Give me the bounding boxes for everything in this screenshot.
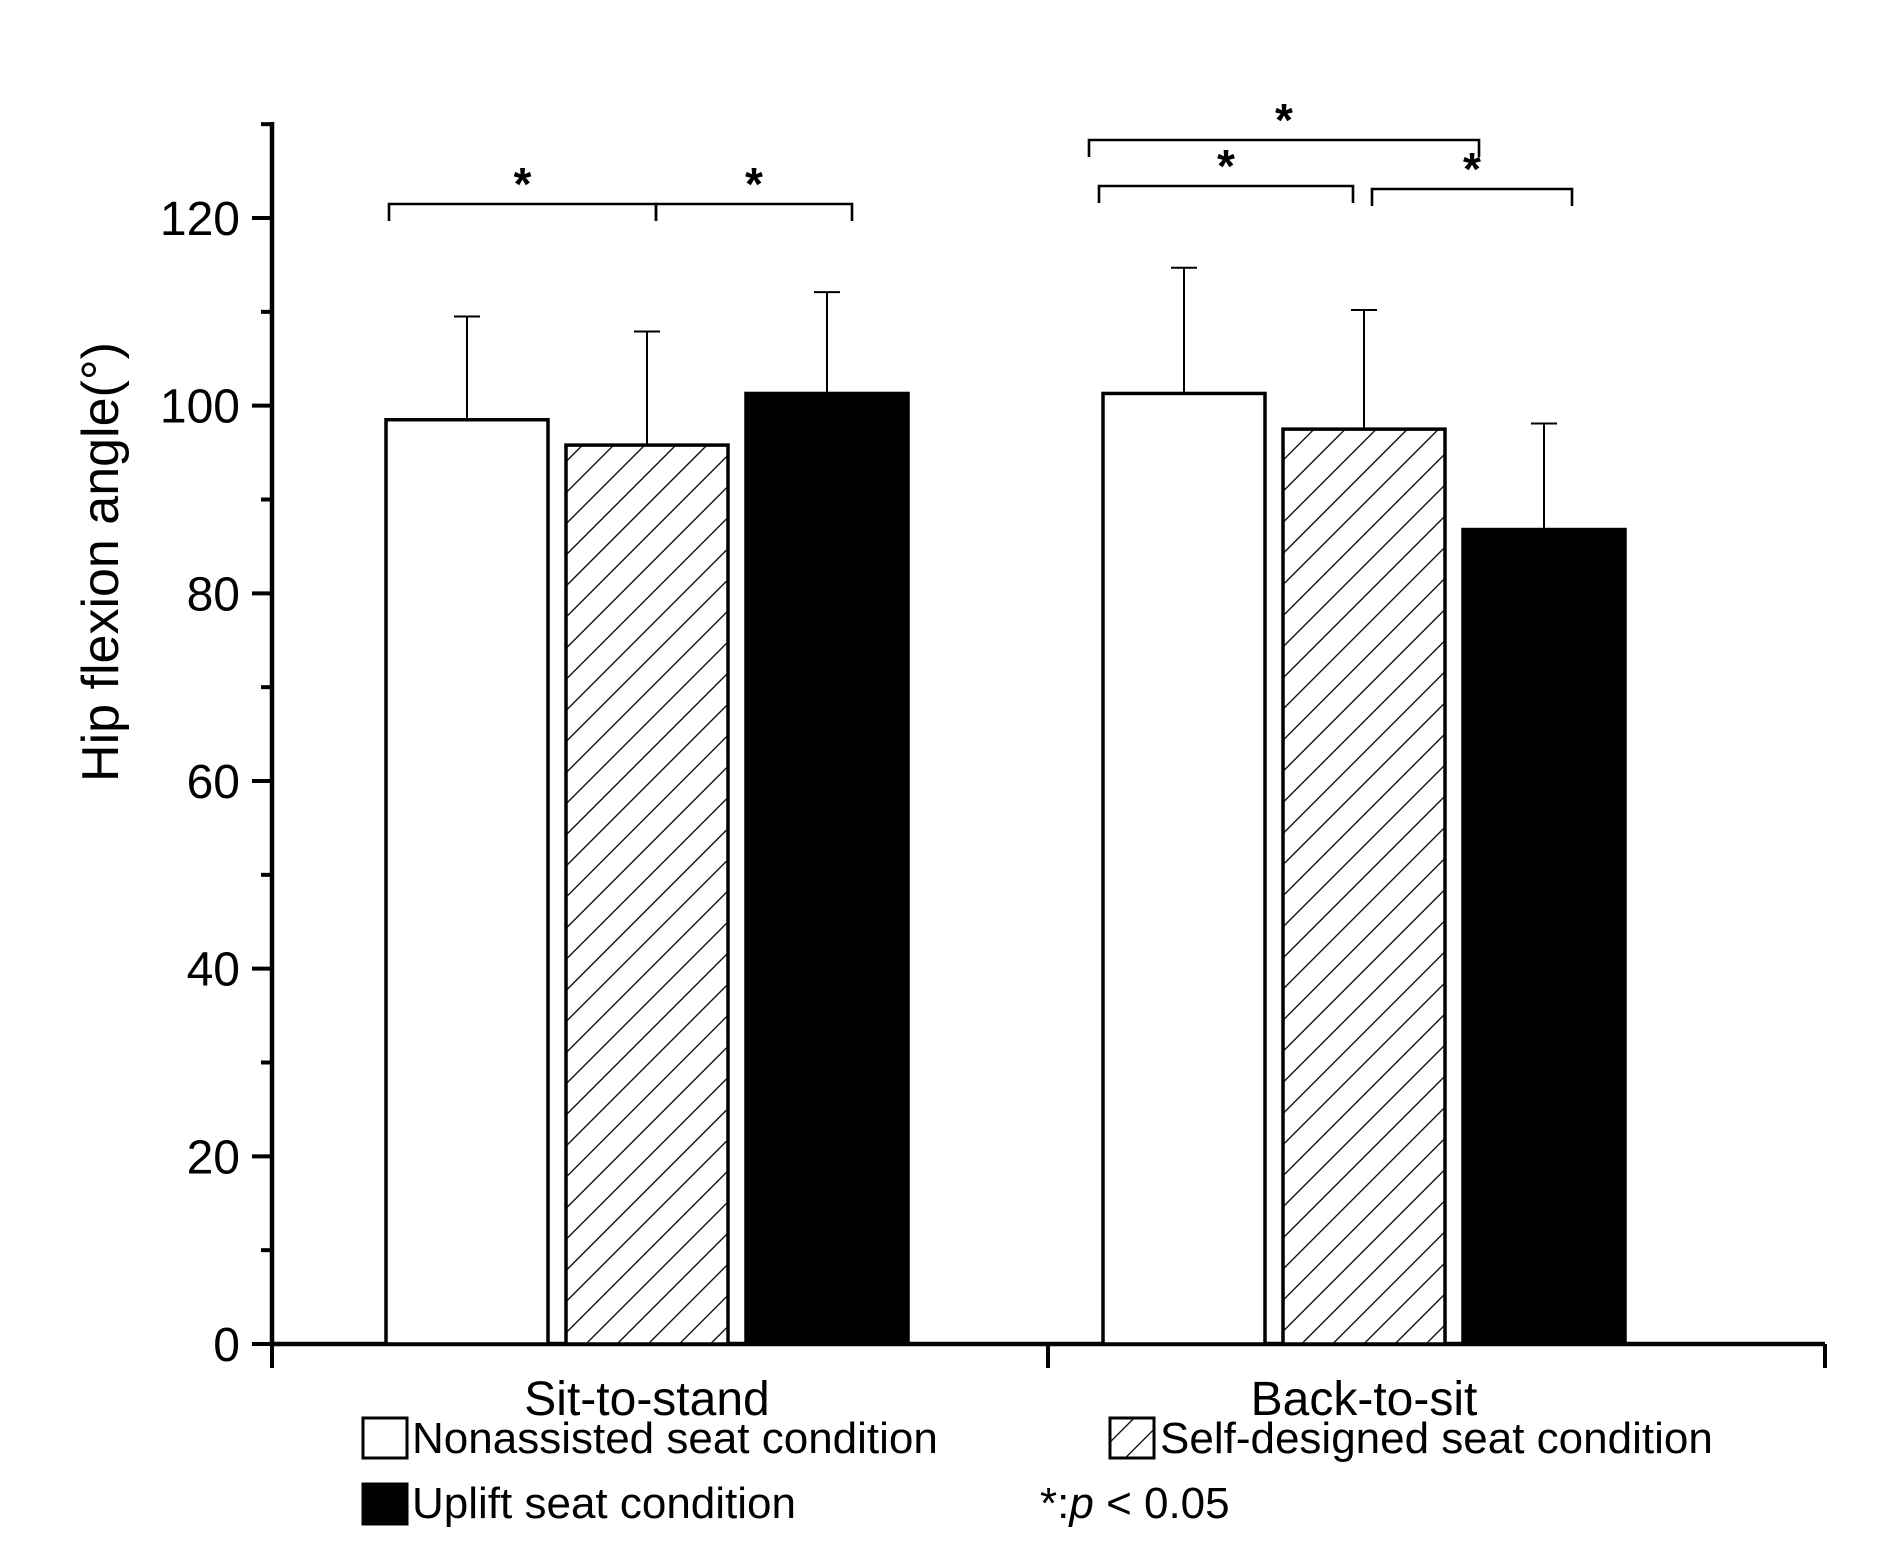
- y-tick-label: 120: [160, 193, 240, 246]
- significance-star: *: [1463, 143, 1481, 195]
- significance-note-suffix: < 0.05: [1094, 1479, 1230, 1528]
- bar: [1461, 527, 1627, 1346]
- y-axis-label: Hip flexion angle(°): [72, 342, 130, 782]
- error-bar: [454, 315, 480, 420]
- y-tick-label: 0: [213, 1319, 240, 1372]
- bracket-line: [1087, 138, 1481, 157]
- error-bar: [1531, 422, 1557, 530]
- bar: [1101, 391, 1267, 1346]
- legend-swatch-uplift: [361, 1482, 409, 1526]
- significance-brackets: * * * * *: [387, 94, 1574, 221]
- bars: [384, 266, 1627, 1346]
- legend-item: Nonassisted seat condition: [361, 1414, 938, 1463]
- legend-label: Nonassisted seat condition: [412, 1414, 938, 1463]
- y-tick-label: 80: [187, 568, 240, 621]
- significance-bracket: *: [1370, 143, 1574, 206]
- significance-star: *: [514, 158, 532, 210]
- x-tick-label: Sit-to-stand: [524, 1373, 769, 1426]
- significance-star: *: [745, 158, 763, 210]
- legend-label: Uplift seat condition: [412, 1479, 796, 1528]
- significance-note-prefix: *:: [1040, 1479, 1069, 1528]
- y-tick-label: 20: [187, 1131, 240, 1184]
- legend-swatch-nonassisted: [361, 1416, 409, 1460]
- significance-note: *:p < 0.05: [1040, 1479, 1230, 1528]
- error-bar: [634, 330, 660, 446]
- legend-swatch-self-designed: [1108, 1416, 1156, 1460]
- y-tick-label: 60: [187, 756, 240, 809]
- y-tick-label: 100: [160, 381, 240, 434]
- significance-note-p: p: [1067, 1479, 1093, 1528]
- significance-bracket: *: [1097, 140, 1355, 203]
- x-tick-label: Back-to-sit: [1251, 1373, 1478, 1426]
- significance-star: *: [1275, 94, 1293, 146]
- bracket-line: [1370, 187, 1574, 206]
- error-bar: [1351, 308, 1377, 430]
- significance-bracket: *: [387, 158, 658, 221]
- legend-label: Self-designed seat condition: [1160, 1414, 1713, 1463]
- legend-item: Uplift seat condition: [361, 1479, 796, 1528]
- error-bar: [814, 291, 840, 394]
- significance-bracket: *: [1087, 94, 1481, 157]
- significance-star: *: [1217, 140, 1235, 192]
- bar: [564, 443, 730, 1346]
- bar: [384, 417, 550, 1346]
- bar: [744, 391, 910, 1346]
- y-tick-label: 40: [187, 944, 240, 997]
- bar: [1281, 427, 1447, 1346]
- legend: Nonassisted seat condition Self-designed…: [361, 1414, 1713, 1528]
- legend-item: Self-designed seat condition: [1108, 1414, 1713, 1463]
- error-bar: [1171, 266, 1197, 394]
- bracket-line: [1097, 184, 1355, 203]
- bracket-line: [654, 202, 854, 221]
- significance-bracket: *: [654, 158, 854, 221]
